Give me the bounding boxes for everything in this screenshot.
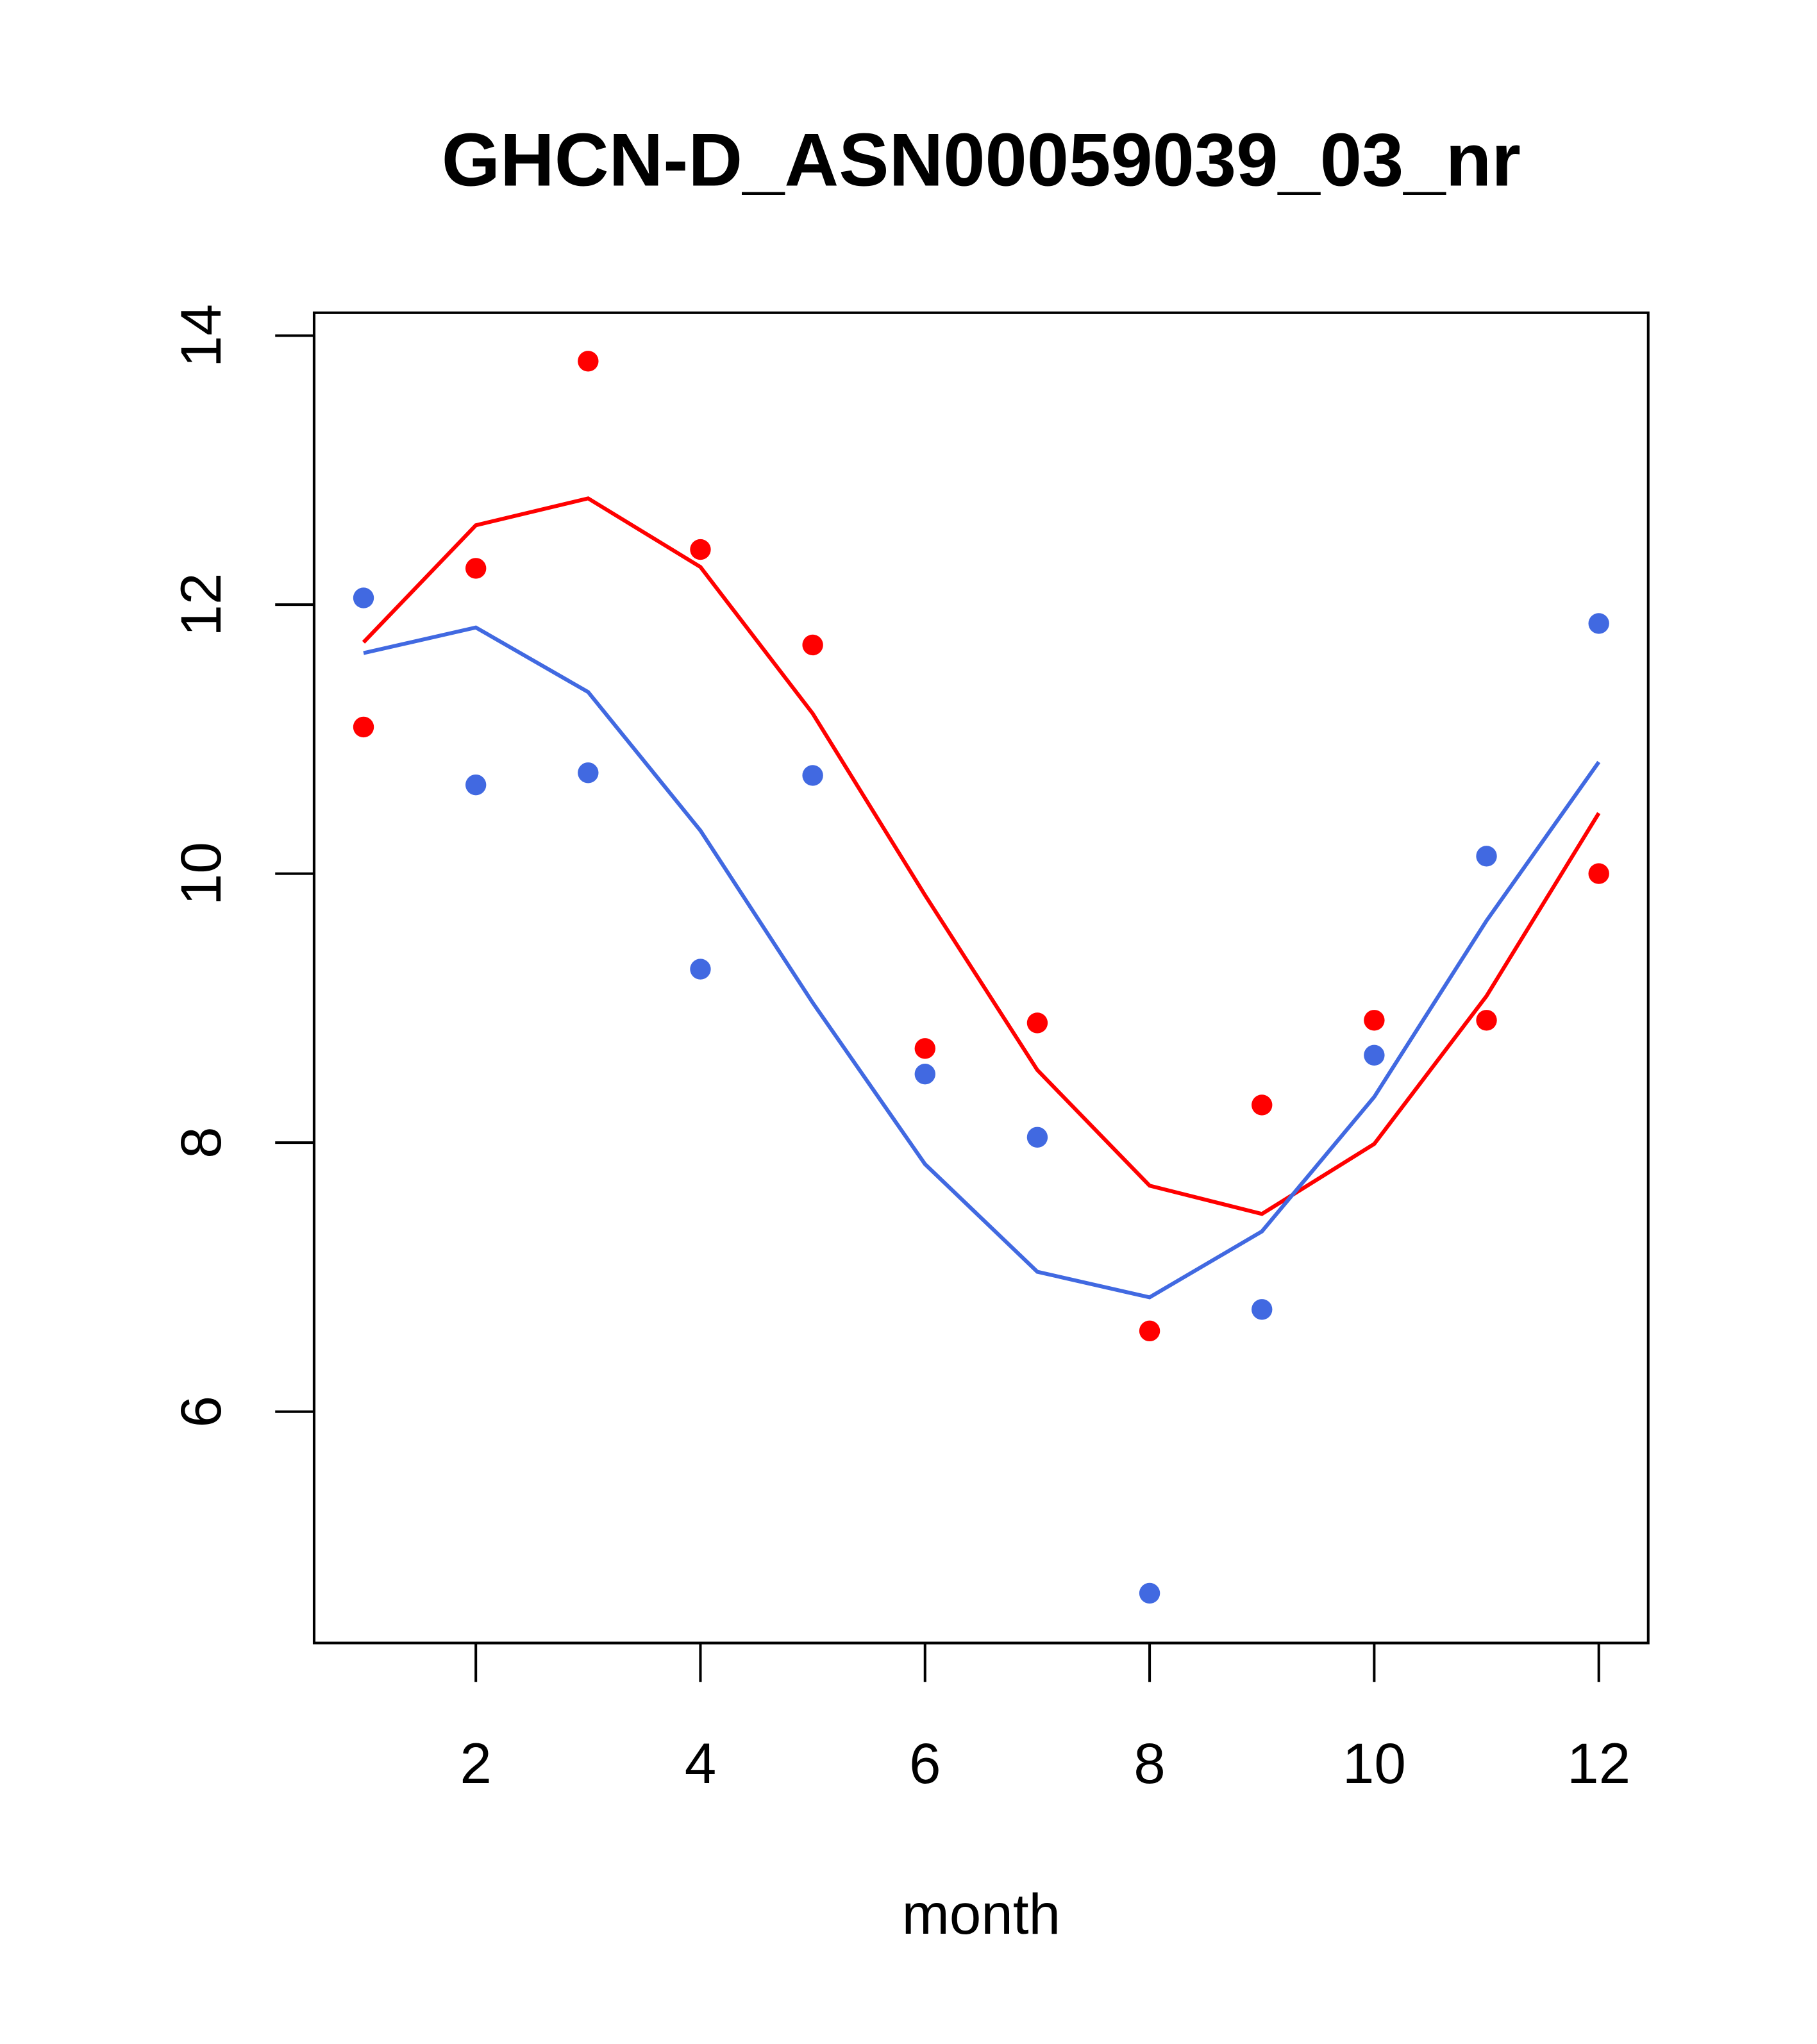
red-points-point (914, 1038, 935, 1059)
blue-points-point (1588, 613, 1609, 634)
y-tick-label: 8 (169, 1127, 233, 1159)
red-points-point (1252, 1094, 1273, 1116)
red-points-point (465, 558, 487, 579)
x-tick-label: 6 (909, 1731, 941, 1795)
y-tick-label: 12 (169, 573, 233, 637)
x-tick-label: 4 (685, 1731, 717, 1795)
blue-points-point (1252, 1299, 1273, 1320)
blue-points-point (578, 762, 599, 783)
red-points-point (1026, 1012, 1048, 1034)
red-points-point (690, 539, 711, 560)
red-points-point (802, 634, 823, 656)
x-tick-label: 8 (1134, 1731, 1166, 1795)
red-points-point (353, 716, 374, 738)
red-points-point (1588, 863, 1609, 884)
red-points-point (1476, 1010, 1497, 1031)
blue-points-point (1026, 1127, 1048, 1148)
blue-points-point (914, 1063, 935, 1085)
blue-points-point (1139, 1582, 1160, 1604)
blue-points-point (802, 765, 823, 786)
blue-points-point (690, 959, 711, 980)
red-line (362, 496, 1601, 1216)
blue-points-point (1364, 1044, 1385, 1066)
blue-line (363, 625, 1601, 1300)
blue-points-point (353, 587, 374, 608)
y-tick-label: 6 (169, 1396, 233, 1428)
y-tick-label: 10 (169, 842, 233, 905)
x-axis-label: month (902, 1882, 1061, 1946)
blue-points-point (465, 774, 487, 796)
chart-title: GHCN-D_ASN00059039_03_nr (442, 117, 1521, 201)
y-tick-label: 14 (169, 304, 233, 367)
red-points-point (1139, 1320, 1160, 1342)
red-points-point (1364, 1010, 1385, 1031)
red-points-point (578, 351, 599, 372)
blue-points-point (1476, 846, 1497, 867)
x-tick-label: 2 (460, 1731, 492, 1795)
x-tick-label: 12 (1567, 1731, 1630, 1795)
x-tick-label: 10 (1343, 1731, 1406, 1795)
